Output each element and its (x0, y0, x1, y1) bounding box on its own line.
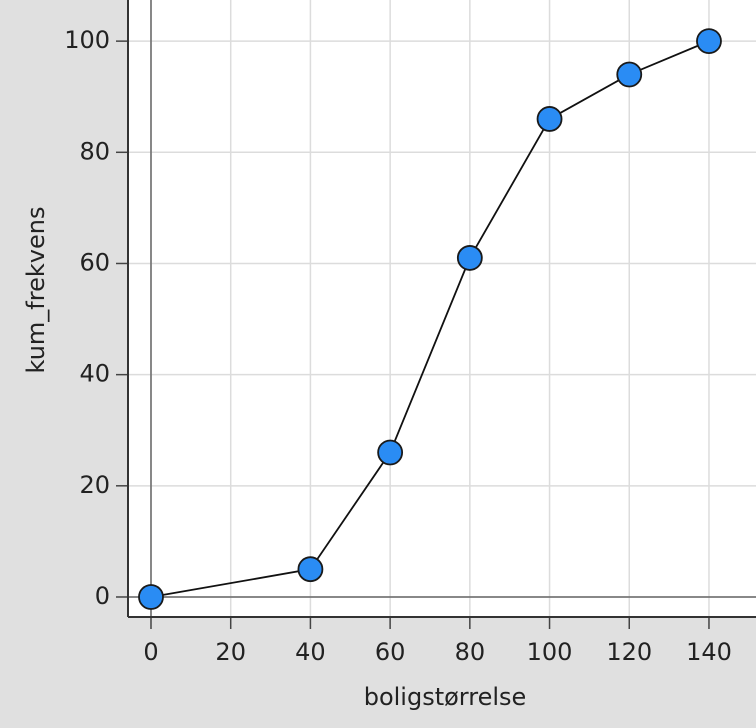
x-tick-label: 20 (215, 638, 246, 666)
y-tick-label: 40 (79, 360, 110, 388)
y-tick-label: 20 (79, 471, 110, 499)
x-tick-label: 120 (606, 638, 652, 666)
plot-area (128, 0, 756, 617)
data-point (456, 245, 483, 271)
y-tick-label: 100 (64, 26, 110, 54)
x-tick-label: 100 (527, 638, 573, 666)
y-axis-label: kum_frekvens (22, 207, 50, 374)
data-point (536, 106, 563, 132)
data-point (696, 28, 722, 55)
x-tick-label: 60 (375, 638, 406, 666)
y-tick-label: 0 (95, 582, 110, 610)
y-tick-label: 60 (79, 248, 110, 276)
x-tick-label: 140 (686, 638, 732, 666)
data-point (138, 584, 164, 610)
x-tick-label: 40 (295, 638, 326, 666)
data-point (616, 61, 643, 88)
data-point (377, 439, 404, 466)
y-tick-label: 80 (79, 137, 110, 165)
x-tick-label: 80 (455, 638, 486, 666)
data-point (297, 556, 324, 583)
x-tick-label: 0 (143, 638, 158, 666)
x-axis-label: boligstørrelse (364, 683, 527, 711)
